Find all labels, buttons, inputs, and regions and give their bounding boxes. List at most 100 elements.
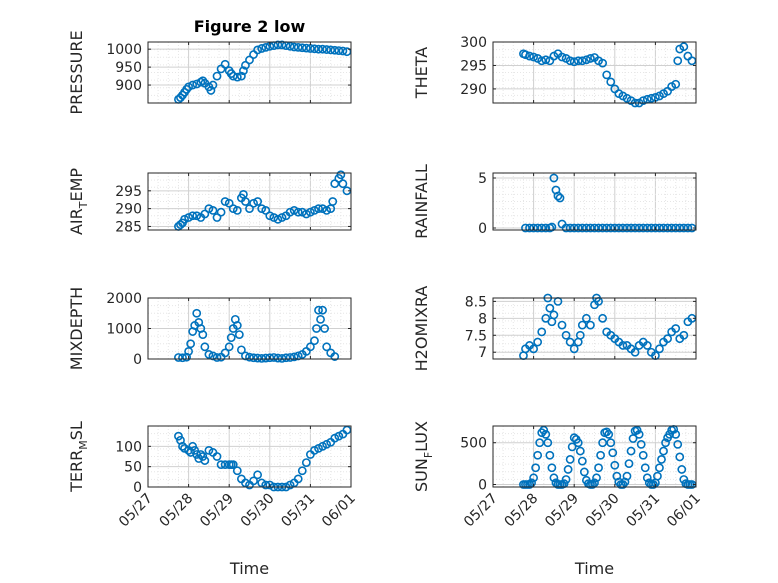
data-point (646, 93, 656, 103)
data-point (204, 350, 214, 359)
data-point (527, 478, 536, 488)
data-point (541, 223, 551, 233)
data-point (598, 438, 608, 448)
data-point (581, 313, 591, 323)
data-point (659, 223, 668, 233)
y-tick-label: 7 (478, 345, 487, 361)
figure-title: Figure 2 low (194, 17, 306, 36)
data-point (297, 207, 307, 217)
data-point (577, 320, 587, 330)
data-point (604, 429, 614, 439)
data-point (328, 197, 338, 206)
data-point (679, 42, 689, 52)
data-point (673, 56, 683, 66)
data-point (630, 347, 640, 357)
data-point (174, 353, 183, 362)
data-point (212, 213, 222, 222)
y-tick-label: 100 (115, 439, 142, 455)
data-point (677, 465, 687, 474)
data-point (626, 223, 636, 233)
y-tick-label: 0 (133, 480, 142, 496)
data-point (273, 40, 283, 50)
data-point (567, 442, 577, 452)
data-point (316, 314, 325, 324)
data-point (320, 324, 330, 333)
data-point (561, 475, 571, 484)
data-point (220, 460, 230, 470)
data-point (659, 446, 668, 456)
data-point (653, 471, 662, 481)
data-point (273, 214, 283, 224)
data-point (663, 334, 672, 344)
data-point (602, 70, 612, 80)
data-point (626, 446, 636, 456)
data-point (322, 342, 332, 352)
data-point (598, 223, 608, 233)
y-axis-label: H2OMIXRA (412, 286, 431, 372)
data-point (257, 44, 267, 53)
y-tick-label: 2000 (106, 291, 142, 307)
data-point (630, 223, 640, 233)
data-point (671, 223, 681, 233)
y-tick-label: 290 (460, 82, 487, 98)
data-point (657, 455, 666, 464)
data-point (541, 55, 551, 65)
data-point (178, 441, 187, 451)
data-point (638, 96, 648, 106)
subplot-2: 290 295 300 THETA (412, 35, 697, 108)
y-tick-label: 285 (115, 219, 142, 235)
subplot-1: 900 950 1000 PRESSURE Figure 2 low (67, 17, 352, 115)
data-point (277, 213, 287, 222)
data-point (293, 474, 303, 484)
data-point (549, 473, 559, 483)
data-point (533, 337, 543, 347)
data-point (565, 56, 575, 66)
data-point (261, 42, 271, 52)
data-point (204, 204, 214, 214)
data-point (521, 50, 530, 60)
data-point (661, 438, 670, 448)
data-point (178, 353, 187, 363)
data-point (314, 305, 323, 315)
data-point (293, 207, 303, 217)
data-point (671, 324, 681, 333)
axes-box (147, 425, 352, 488)
data-point (529, 344, 538, 354)
axes-box (492, 172, 697, 231)
data-point (253, 45, 263, 55)
data-point (326, 45, 336, 55)
data-point (655, 344, 664, 354)
data-point (553, 191, 563, 201)
y-axis-label: SUNFLUX (412, 421, 435, 492)
data-point (208, 80, 218, 90)
data-point (581, 55, 591, 65)
data-point (555, 193, 565, 203)
data-point (531, 463, 541, 473)
data-point (253, 353, 263, 363)
data-point (636, 439, 646, 449)
data-point (632, 425, 642, 435)
data-point (289, 352, 299, 362)
data-point (310, 206, 319, 215)
data-point (577, 223, 587, 233)
data-point (673, 439, 683, 449)
y-tick-label: 0 (133, 352, 142, 368)
data-point (543, 438, 553, 448)
data-point (565, 455, 575, 464)
data-point (180, 214, 189, 224)
data-point (318, 305, 327, 315)
data-point (537, 56, 547, 66)
data-point (596, 450, 605, 460)
data-point (212, 452, 222, 461)
y-axis-label: TERRMSL (67, 421, 90, 493)
data-point (610, 223, 620, 233)
data-point (228, 204, 238, 214)
y-tick-label: 50 (124, 460, 142, 476)
data-point (184, 213, 193, 222)
data-point (285, 207, 295, 217)
data-point (622, 471, 632, 481)
data-point (318, 204, 327, 214)
data-point (628, 434, 638, 443)
data-point (535, 438, 545, 448)
